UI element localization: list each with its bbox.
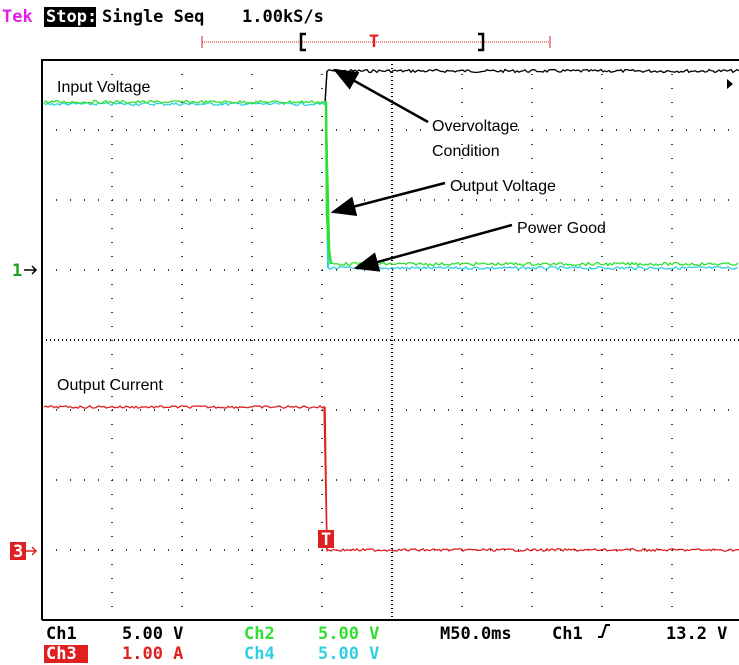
ch2-name: Ch2	[244, 624, 275, 644]
ch3-scale: 1.00 A	[122, 644, 183, 664]
trace-edge	[324, 70, 328, 104]
view-bracket	[299, 32, 485, 52]
graticule-border	[41, 59, 739, 621]
annotation: Input Voltage	[57, 79, 151, 96]
traces	[43, 68, 739, 553]
ch1-marker: 1	[12, 261, 22, 281]
ch3-name-box	[44, 645, 88, 663]
state-box	[44, 7, 96, 27]
state: Stop:	[46, 7, 97, 27]
arrow	[332, 68, 429, 124]
trace-edge	[324, 101, 333, 265]
graticule	[41, 59, 739, 621]
trace	[43, 99, 739, 267]
ch3-marker-box	[10, 542, 26, 560]
trace	[43, 404, 739, 553]
trigger-slope	[598, 624, 610, 638]
annotation: Output Voltage	[450, 178, 556, 195]
ch4-name: Ch4	[244, 644, 275, 664]
trigger-level-marker	[727, 79, 733, 89]
annotation: Overvoltage	[432, 118, 518, 135]
marker-arrow	[26, 546, 38, 556]
trigger-source: Ch1	[552, 624, 583, 644]
arrow	[353, 223, 513, 272]
ch3-name: Ch3	[46, 644, 77, 664]
arrow	[330, 181, 446, 217]
trace-edge	[324, 406, 328, 551]
trigger-marker: T	[321, 530, 331, 550]
mode: Single Seq	[102, 7, 204, 27]
ch4-scale: 5.00 V	[318, 644, 379, 664]
trigger-marker-box	[318, 530, 334, 548]
trace	[43, 101, 739, 271]
ch3-marker: 3	[13, 542, 23, 562]
ch1-name: Ch1	[46, 624, 77, 644]
annotation: Condition	[432, 143, 500, 160]
annotation: Power Good	[517, 220, 606, 237]
annotation: Output Current	[57, 377, 163, 394]
marker-arrow	[24, 265, 38, 275]
ch2-scale: 5.00 V	[318, 624, 379, 644]
trigger-position: T	[369, 32, 379, 52]
trigger-level: 13.2 V	[666, 624, 727, 644]
ch1-scale: 5.00 V	[122, 624, 183, 644]
trace	[324, 68, 739, 104]
rate: 1.00kS/s	[242, 7, 324, 27]
timebase: M50.0ms	[440, 624, 512, 644]
brand: Tek	[2, 7, 33, 27]
